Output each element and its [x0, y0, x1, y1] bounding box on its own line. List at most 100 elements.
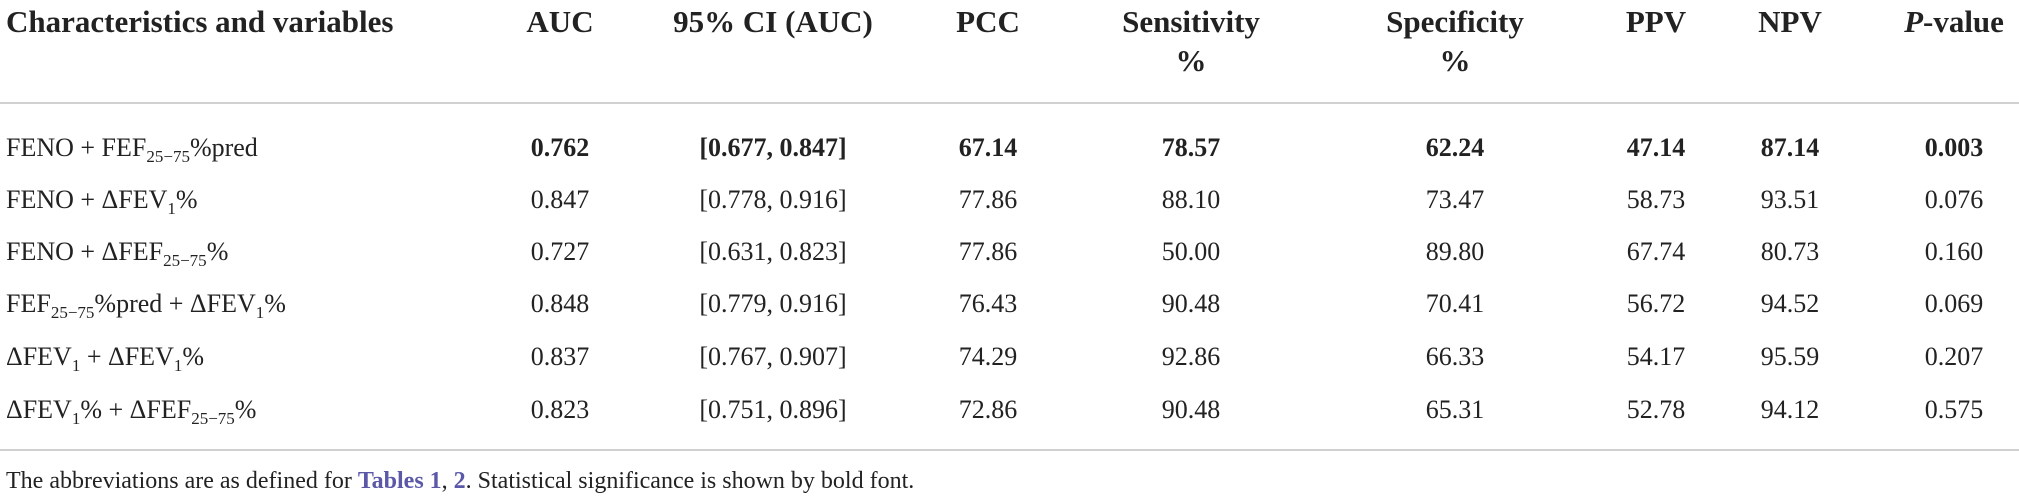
- subscript: 1: [255, 303, 265, 322]
- table-cell: 90.48: [1161, 395, 1221, 424]
- subscript: 25−75: [50, 303, 95, 322]
- footnote: The abbreviations are as defined for Tab…: [6, 463, 914, 499]
- table-cell: 94.52: [1760, 289, 1820, 318]
- table-cell: 56.72: [1626, 289, 1686, 318]
- table-cell: 74.29: [958, 342, 1018, 371]
- table-cell: 58.73: [1626, 185, 1686, 214]
- row-label: ΔFEV1% + ΔFEF25−75%: [6, 384, 256, 436]
- table-cell: 93.51: [1760, 185, 1820, 214]
- table-cell: [0.631, 0.823]: [699, 237, 847, 266]
- table-cell: 95.59: [1760, 342, 1820, 371]
- table-cell: 66.33: [1425, 342, 1485, 371]
- table-cell: 77.86: [958, 237, 1018, 266]
- table-cell: 92.86: [1161, 342, 1221, 371]
- text: %pred: [189, 133, 258, 162]
- table-cell: 78.57: [1161, 133, 1221, 162]
- text: % + ΔFEF: [80, 395, 192, 424]
- header-cell: Specificity%: [1386, 2, 1524, 80]
- text: %: [182, 342, 205, 371]
- subscript: 1: [167, 199, 176, 218]
- table-cell: 73.47: [1425, 185, 1485, 214]
- text: %: [206, 237, 229, 266]
- text: PPV: [1625, 4, 1687, 39]
- table-cell: 0.837: [530, 342, 590, 371]
- text: %: [175, 185, 198, 214]
- subscript: 1: [71, 356, 81, 375]
- table-cell: 0.003: [1924, 133, 1984, 162]
- table-cell: 0.575: [1924, 395, 1984, 424]
- text: ,: [441, 468, 454, 494]
- table-cell: 65.31: [1425, 395, 1485, 424]
- table-cell: [0.767, 0.907]: [699, 342, 847, 371]
- table-cell: 52.78: [1626, 395, 1686, 424]
- table-link[interactable]: 2: [453, 468, 466, 494]
- table-cell: 80.73: [1760, 237, 1820, 266]
- text-line: Sensitivity: [1122, 4, 1260, 39]
- subscript: 25−75: [146, 147, 190, 166]
- subscript: 1: [71, 409, 81, 428]
- table-cell: 72.86: [958, 395, 1018, 424]
- table-cell: 88.10: [1161, 185, 1221, 214]
- italic-text: P: [1904, 4, 1923, 39]
- text: The abbreviations are as defined for: [6, 468, 358, 494]
- table-cell: 62.24: [1425, 133, 1485, 162]
- text: -value: [1923, 4, 2004, 39]
- table-cell: 0.823: [530, 395, 590, 424]
- table-cell: 50.00: [1161, 237, 1221, 266]
- text: FENO + FEF: [6, 133, 147, 162]
- header-cell: P-value: [1904, 2, 2004, 41]
- header-cell: NPV: [1758, 2, 1822, 41]
- table-cell: 77.86: [958, 185, 1018, 214]
- text: %: [264, 289, 286, 318]
- table-cell: 67.14: [958, 133, 1018, 162]
- header-cell: PCC: [956, 2, 1020, 41]
- subscript: 25−75: [163, 251, 207, 270]
- table-cell: 87.14: [1760, 133, 1820, 162]
- text: NPV: [1758, 4, 1822, 39]
- text: %: [234, 395, 257, 424]
- table-link[interactable]: Tables 1: [357, 468, 442, 494]
- text: + ΔFEV: [80, 342, 174, 371]
- row-label: FEF25−75%pred + ΔFEV1%: [6, 278, 286, 330]
- row-label: FENO + ΔFEV1%: [6, 174, 198, 226]
- table-cell: 0.762: [530, 133, 590, 162]
- table-cell: 0.847: [530, 185, 590, 214]
- table-cell: 0.727: [530, 237, 590, 266]
- text: FENO + ΔFEF: [6, 237, 164, 266]
- text: FENO + ΔFEV: [6, 185, 168, 214]
- table-cell: 94.12: [1760, 395, 1820, 424]
- subscript: 1: [173, 356, 183, 375]
- text: PCC: [956, 4, 1020, 39]
- table-cell: 0.076: [1924, 185, 1984, 214]
- header-cell: 95% CI (AUC): [673, 2, 873, 41]
- subscript: 25−75: [191, 409, 235, 428]
- text: AUC: [526, 4, 594, 39]
- table-cell: 47.14: [1626, 133, 1686, 162]
- table-cell: 0.069: [1924, 289, 1984, 318]
- row-label: ΔFEV1 + ΔFEV1%: [6, 331, 204, 383]
- table-cell: [0.778, 0.916]: [699, 185, 847, 214]
- table-cell: 0.160: [1924, 237, 1984, 266]
- table-cell: 54.17: [1626, 342, 1686, 371]
- header-cell: AUC: [526, 2, 593, 41]
- table-cell: [0.779, 0.916]: [699, 289, 847, 318]
- text: . Statistical significance is shown by b…: [465, 468, 915, 494]
- table-cell: 67.74: [1626, 237, 1686, 266]
- table-cell: 0.848: [530, 289, 590, 318]
- header-rule: [0, 102, 2019, 104]
- text: Characteristics and variables: [6, 4, 394, 39]
- text: FEF: [6, 289, 51, 318]
- row-label: FENO + ΔFEF25−75%: [6, 226, 228, 278]
- table-cell: 76.43: [958, 289, 1018, 318]
- bottom-rule: [0, 449, 2019, 451]
- table-cell: 89.80: [1425, 237, 1485, 266]
- table-cell: 70.41: [1425, 289, 1485, 318]
- table-cell: [0.751, 0.896]: [699, 395, 847, 424]
- text-line: %: [1439, 43, 1471, 78]
- text: 95% CI (AUC): [673, 4, 873, 39]
- header-cell: PPV: [1626, 2, 1686, 41]
- header-cell: Characteristics and variables: [6, 2, 393, 41]
- text: ΔFEV: [6, 395, 72, 424]
- table-cell: 0.207: [1924, 342, 1984, 371]
